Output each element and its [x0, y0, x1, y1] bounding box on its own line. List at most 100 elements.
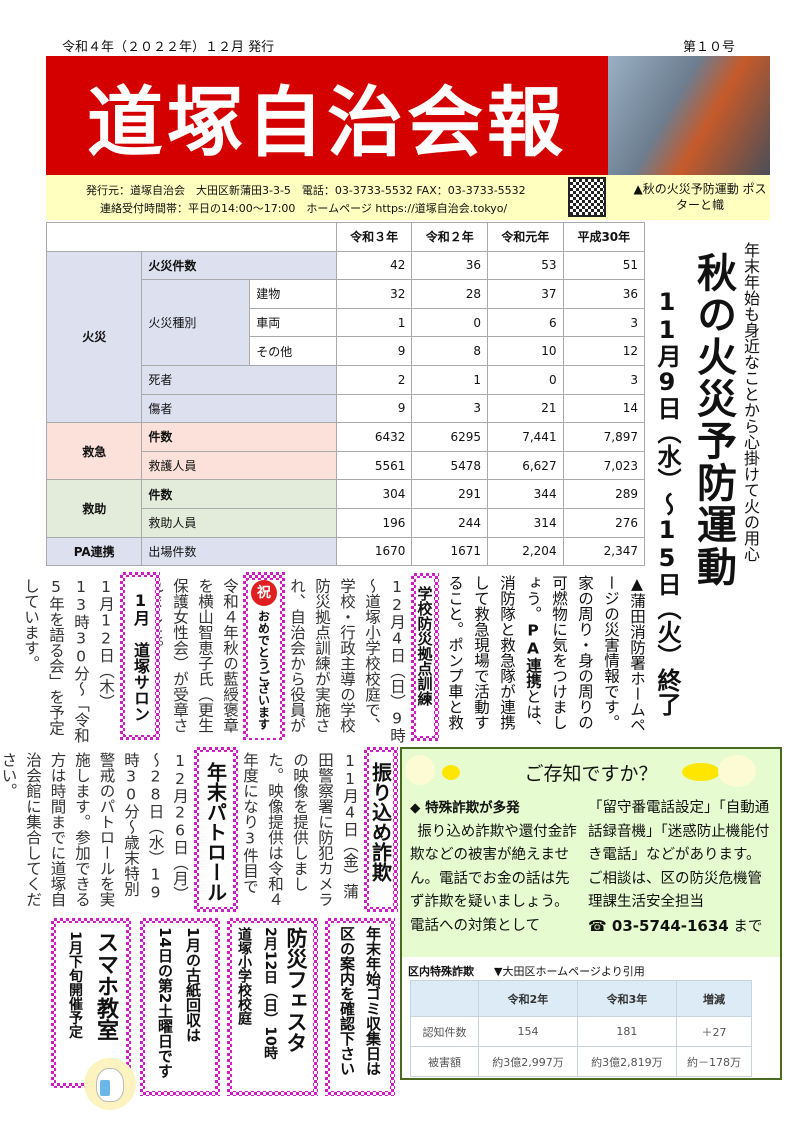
cell: 276 — [562, 507, 646, 538]
notice-title: 防災フェスタ — [284, 927, 308, 1053]
drill-article: 12月4日（日）9時～道塚小学校校庭で、学校・行政主導の学校防災拠点訓練が実施さ… — [263, 578, 406, 743]
cell: ＋27 — [675, 1016, 753, 1047]
cell: 291 — [411, 479, 488, 509]
contact-line: 発行元：道塚自治会 大田区新蒲田3-3-5 電話：03-3733-5532 FA… — [86, 184, 526, 197]
table-row: 火災種別 建物 32 28 37 36 — [47, 279, 646, 366]
patrol-title: 年末パトロール — [199, 752, 233, 907]
table-row: 火災 火災件数 42 36 53 51 — [45, 250, 646, 424]
table-row: 救助人員 196 244 314 276 — [47, 507, 646, 538]
cell: 36 — [411, 250, 488, 281]
notice-line: 2月12日（日）10時 — [262, 927, 278, 1060]
cell: 14 — [562, 393, 646, 424]
campaign-dates: 11月9日（水）～15日（火）終了 — [653, 288, 681, 716]
box-right-text: 「留守番電話設定」「自動通話録音機」「迷惑防止機能付き電話」などがあります。 ご… — [588, 800, 770, 910]
cell: 36 — [562, 279, 646, 309]
photo-caption: ▲秋の火災予防運動 ポスターと幟 — [633, 182, 767, 212]
category-cell: 救助 — [45, 479, 143, 538]
congrats-box: 祝 おめでとうございます — [243, 572, 285, 740]
notice-title: スマホ教室 — [93, 931, 118, 1041]
cat-with-phone-illustration — [84, 1058, 136, 1110]
cell: 3 — [562, 364, 646, 395]
cell: 53 — [487, 250, 564, 281]
table-row: 救急 件数 6432 6295 7,441 7,897 — [45, 422, 646, 481]
campaign-subtitle: 年末年始も身近なことから心掛けて火の用心 — [741, 242, 760, 562]
celebration-badge: 祝 — [251, 580, 277, 606]
table-row: その他 9 8 10 12 — [47, 336, 646, 366]
fraud-table-source: ▼大田区ホームページより引用 — [494, 965, 645, 978]
poster-photo — [608, 56, 770, 175]
fraud-table-title: 区内特殊詐欺 — [408, 965, 474, 978]
cell: 51 — [562, 250, 646, 281]
box-left-text: 振り込め詐欺や還付金詐欺などの被害が絶えません。電話でお金の話は先ず詐欺を疑いま… — [410, 823, 577, 934]
column-header: 令和3年 — [576, 980, 677, 1017]
pa-term: PA連携 — [524, 621, 542, 689]
cell: 6 — [487, 307, 564, 338]
cell: 314 — [487, 507, 564, 538]
cell: 304 — [335, 479, 413, 509]
patrol-article: 12月26日（月）～28日（水）19時30分～歳末特別警戒のパトロールを実施しま… — [0, 752, 189, 907]
qr-code-icon[interactable] — [568, 177, 606, 217]
cell: 1671 — [411, 536, 488, 567]
notice-line: 1月の古紙回収は — [184, 927, 202, 1043]
fire-statistics-table: 令和３年 令和２年 令和元年 平成30年 火災 火災件数 42 36 53 51 火災種別建… — [45, 222, 646, 567]
patrol-title-box: 年末パトロール — [194, 747, 238, 912]
garbage-notice: 年末年始ゴミ収集日は 区の案内を確認下さい — [325, 918, 395, 1096]
cell: 傷者 — [141, 393, 337, 424]
category-cell: PA連携 — [45, 536, 143, 567]
cell: 42 — [335, 250, 413, 281]
cell: 2 — [335, 364, 413, 395]
cell: 10 — [487, 336, 564, 366]
cell: 死者 — [141, 364, 337, 395]
paper-collection-notice: 1月の古紙回収は 14日の第2土曜日です — [140, 918, 220, 1096]
cell: 28 — [411, 279, 488, 309]
cell: 37 — [487, 279, 564, 309]
box-title: ご存知ですか？ — [524, 763, 658, 785]
cell: 3 — [411, 393, 488, 424]
cell: 約－178万 — [675, 1046, 753, 1077]
cell: 289 — [562, 479, 646, 509]
cell: 出場件数 — [141, 536, 337, 567]
column-header: 令和元年 — [487, 222, 564, 252]
fire-note: ▲蒲田消防署ホームページの災害情報です。家の周り・身の周りの可燃物に気をつけまし… — [420, 575, 646, 735]
masthead-banner: 道塚自治会報 — [46, 56, 608, 175]
cell: 0 — [487, 364, 564, 395]
drill-title-box: 学校防災拠点訓練 — [411, 573, 439, 741]
congrats-article: 令和４年秋の藍綬褒章を横山智恵子氏（更生保護女性会）が受章されました。 — [146, 578, 239, 733]
hours-line: 連絡受付時間帯：平日の14:00～17:00 ホームページ https://道塚… — [100, 202, 508, 215]
phone-suffix: まで — [733, 918, 763, 935]
disaster-festa-notice: 防災フェスタ 2月12日（日）10時 道塚小学校校庭 — [227, 918, 318, 1096]
notice-line: 年末年始ゴミ収集日は — [364, 926, 382, 1076]
cell: 2,347 — [562, 536, 646, 567]
scam-title-box: 振り込め詐欺 — [364, 747, 398, 912]
column-header: 平成30年 — [562, 222, 646, 252]
cell: 7,441 — [487, 422, 564, 452]
table-row: 被害額 約3億2,997万 約3億2,819万 約－178万 — [410, 1046, 753, 1077]
salon-title-box: 1月 道塚サロン — [120, 572, 160, 740]
column-header: 増減 — [675, 980, 753, 1017]
phone-number[interactable]: ☎ 03-5744-1634 — [588, 916, 729, 935]
table-header-row: 令和2年 令和3年 増減 — [410, 980, 753, 1017]
cell: 建物 — [249, 279, 337, 309]
cell: 9 — [335, 336, 413, 366]
column-header: 令和２年 — [411, 222, 488, 252]
cell: 344 — [487, 479, 564, 509]
cell: 154 — [478, 1016, 578, 1047]
cell: 12 — [562, 336, 646, 366]
cell: 被害額 — [410, 1046, 479, 1077]
table-row: 認知件数 154 181 ＋27 — [410, 1016, 753, 1047]
cell: 5478 — [411, 450, 488, 481]
cell: 3 — [562, 307, 646, 338]
cell: 7,897 — [562, 422, 646, 452]
category-cell: 火災 — [45, 250, 143, 424]
cell: 181 — [576, 1016, 677, 1047]
cell: その他 — [249, 336, 337, 366]
cell: 認知件数 — [410, 1016, 479, 1047]
cell: 7,023 — [562, 450, 646, 481]
cell: 約3億2,819万 — [576, 1046, 677, 1077]
campaign-title: 秋の火災予防運動 — [690, 252, 737, 588]
cell: 6295 — [411, 422, 488, 452]
table-row: PA連携 出場件数 1670 1671 2,204 2,347 — [45, 536, 646, 567]
did-you-know-box: ご存知ですか？ ◆ 特殊詐欺が多発 振り込め詐欺や還付金詐欺などの被害が絶えませ… — [400, 747, 782, 1080]
category-cell: 救急 — [45, 422, 143, 481]
cell: 火災種別 — [141, 279, 251, 366]
